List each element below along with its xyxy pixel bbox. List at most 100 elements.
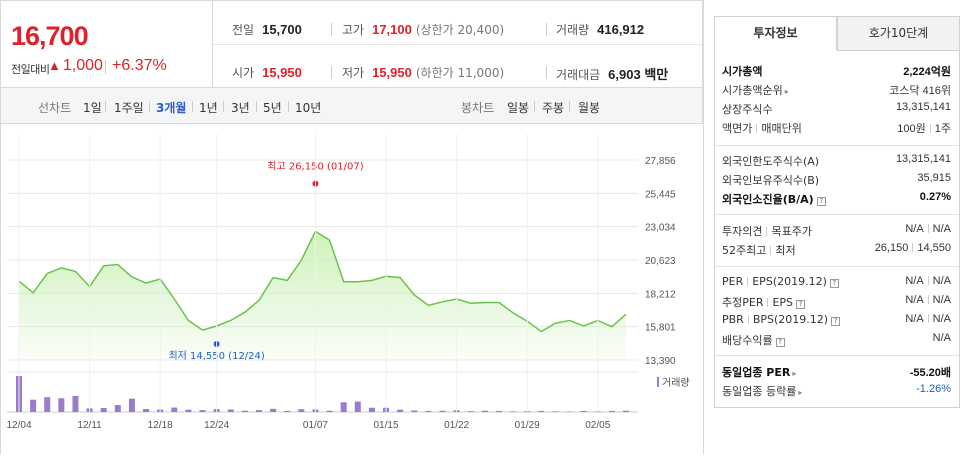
tab-weekly-candle[interactable]: 주봉: [542, 99, 564, 116]
prev-close-value: 15,700: [262, 22, 302, 37]
divider: [534, 101, 535, 112]
lower-limit: (하한가 11,000): [416, 66, 504, 80]
sector-change-label[interactable]: 동일업종 등락률▸: [722, 383, 802, 399]
foreign-ratio-label: 외국인소진율(B/A)?: [722, 191, 826, 207]
volume-bar: [30, 400, 36, 412]
help-icon[interactable]: ?: [796, 300, 805, 309]
divider: [715, 145, 959, 146]
pbr-value: N/A: [905, 313, 923, 325]
volume-bar: [496, 411, 502, 412]
sector-per-label[interactable]: 동일업종 PER▸: [722, 364, 796, 380]
eps-label: EPS: [752, 275, 773, 288]
price-chart-svg: 27,85625,44523,03420,62318,21215,80113,3…: [1, 124, 703, 454]
volume-bar: [143, 409, 149, 412]
help-icon[interactable]: ?: [830, 279, 839, 288]
foreign-hold-row: 외국인보유주식수(B)35,915: [722, 169, 951, 189]
target-value: N/A: [933, 223, 951, 235]
y-tick-label: 15,801: [645, 323, 676, 334]
divider: [546, 23, 547, 36]
divider: [331, 66, 332, 79]
divider: [213, 44, 702, 45]
help-icon[interactable]: ?: [817, 197, 826, 206]
divider: [748, 315, 749, 324]
shares-label: 상장주식수: [722, 101, 773, 117]
help-icon[interactable]: ?: [776, 338, 785, 347]
divider: [223, 101, 224, 112]
tab-3y[interactable]: 3년: [231, 99, 250, 116]
dividend-value: N/A: [933, 332, 951, 344]
tab-1d[interactable]: 1일: [83, 99, 102, 116]
volume-bar: [581, 411, 587, 412]
volume-bar: [439, 411, 445, 412]
tab-1w[interactable]: 1주일: [114, 99, 144, 116]
volume-bar: [397, 410, 403, 412]
tab-orderbook[interactable]: 호가10단계: [837, 16, 960, 51]
52week-low-value: 14,550: [917, 242, 951, 254]
x-tick-label: 01/15: [374, 420, 399, 431]
52week-high-value: 26,150: [875, 242, 909, 254]
volume-bar: [129, 399, 135, 412]
divider: [756, 124, 757, 133]
volume-bar: [256, 410, 262, 412]
volume-bar: [609, 411, 615, 412]
pbr-label: PBR: [722, 313, 744, 326]
volume-bar: [270, 409, 276, 412]
caret-right-icon: ▸: [798, 388, 802, 397]
rank-label: 시가총액순위▸: [722, 82, 789, 98]
tab-5y[interactable]: 5년: [263, 99, 282, 116]
volume-bar: [538, 411, 544, 412]
y-tick-label: 25,445: [645, 189, 676, 200]
market-cap-label-text: 시가총액: [722, 65, 762, 78]
x-tick-label: 12/18: [148, 420, 173, 431]
divider: [105, 60, 106, 74]
change-label: 전일대비: [11, 61, 49, 77]
x-tick-label: 12/11: [77, 420, 102, 431]
tab-daily-candle[interactable]: 일봉: [507, 99, 529, 116]
market-cap-value: 2,224억원: [903, 63, 951, 79]
sector-per-label-text: 동일업종 PER: [722, 366, 790, 379]
y-tick-label: 23,034: [645, 223, 676, 234]
divider: [715, 214, 959, 215]
tab-3m[interactable]: 3개월: [156, 99, 186, 116]
volume-label: 거래량: [556, 23, 589, 37]
per-value: N/A: [905, 275, 923, 287]
unit-value: 1주: [935, 123, 951, 135]
dividend-label-text: 배당수익률: [722, 334, 773, 347]
open-value: 15,950: [262, 65, 302, 80]
volume-bar: [171, 408, 177, 412]
par-value: 100원: [897, 123, 925, 135]
info-tabs: 투자정보 호가10단계: [714, 16, 960, 51]
help-icon[interactable]: ?: [831, 317, 840, 326]
y-tick-label: 18,212: [645, 289, 676, 300]
upper-limit: (상한가 20,400): [416, 23, 504, 37]
volume-bar: [552, 411, 558, 412]
divider: [105, 101, 106, 112]
amount-value: 6,903 백만: [608, 67, 668, 82]
change-percent: +6.37%: [112, 57, 167, 75]
divider: [569, 101, 570, 112]
divider: [149, 101, 150, 112]
bps-year: (2019.12): [774, 313, 828, 326]
market-cap-row: 시가총액 2,224억원: [722, 60, 951, 80]
x-tick-label: 02/05: [585, 420, 610, 431]
volume-bar: [72, 396, 78, 412]
divider: [928, 295, 929, 304]
divider: [288, 101, 289, 112]
tab-1y[interactable]: 1년: [199, 99, 218, 116]
tab-10y[interactable]: 10년: [295, 99, 321, 116]
tab-monthly-candle[interactable]: 월봉: [578, 99, 600, 116]
tab-investment-info[interactable]: 투자정보: [714, 16, 837, 51]
